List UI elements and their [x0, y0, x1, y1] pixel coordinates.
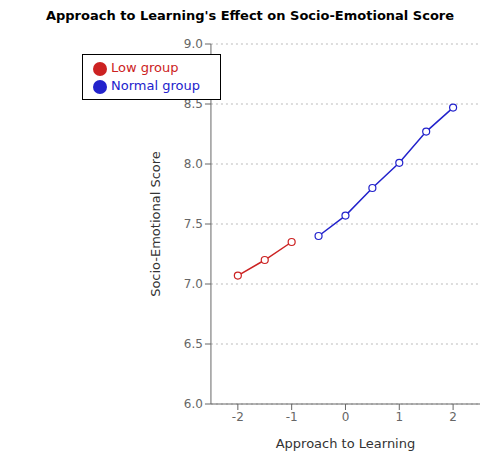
svg-text:8.5: 8.5: [184, 97, 203, 111]
html-text:Approach to Learning's Effect: Approach to Learning's Effect on Socio-E…: [45, 8, 455, 23]
svg-text:0: 0: [342, 410, 350, 424]
svg-text:Approach to Learning: Approach to Learning: [276, 436, 416, 451]
svg-text:Socio-Emotional Score: Socio-Emotional Score: [148, 151, 163, 297]
svg-text:2: 2: [449, 410, 457, 424]
svg-text:9.0: 9.0: [184, 37, 203, 51]
html-text:Low group: Low group: [111, 60, 179, 75]
svg-text:-1: -1: [286, 410, 298, 424]
svg-text:6.0: 6.0: [184, 397, 203, 411]
svg-text:1: 1: [395, 410, 403, 424]
svg-text:7.0: 7.0: [184, 277, 203, 291]
svg-text:8.0: 8.0: [184, 157, 203, 171]
svg-text:6.5: 6.5: [184, 337, 203, 351]
svg-text:7.5: 7.5: [184, 217, 203, 231]
html-text:Normal group: Normal group: [111, 78, 200, 93]
svg-text:-2: -2: [232, 410, 244, 424]
